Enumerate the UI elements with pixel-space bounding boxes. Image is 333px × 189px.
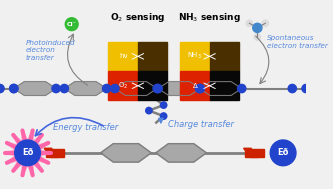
Circle shape [60,84,69,93]
Text: O$_2$: O$_2$ [118,81,128,91]
Circle shape [154,84,162,93]
Bar [138,71,167,101]
Polygon shape [243,148,258,157]
Circle shape [146,107,152,114]
Circle shape [103,84,111,93]
Circle shape [52,84,60,93]
Bar [180,71,209,101]
Polygon shape [101,144,151,162]
Circle shape [196,84,204,93]
Bar [245,149,264,156]
Polygon shape [5,130,51,175]
Circle shape [262,20,268,26]
Polygon shape [64,82,107,95]
Polygon shape [156,144,206,162]
Polygon shape [44,148,59,157]
Polygon shape [115,82,157,95]
Text: Cl⁻: Cl⁻ [67,22,77,27]
Text: Photoinduced
electron
transfer: Photoinduced electron transfer [26,40,75,61]
Circle shape [15,140,40,166]
Circle shape [253,23,262,33]
Bar [46,149,64,156]
Text: hν: hν [119,53,127,59]
Text: NH$_3$: NH$_3$ [187,51,202,61]
Bar [109,71,138,101]
Circle shape [111,84,119,93]
Circle shape [195,84,203,93]
Bar [138,42,167,71]
Circle shape [270,140,296,166]
Bar [209,71,239,101]
Text: Eð: Eð [22,148,33,157]
Polygon shape [14,82,56,95]
Text: Eð: Eð [277,148,289,157]
Circle shape [302,84,310,93]
Polygon shape [199,82,242,95]
Text: Charge transfer: Charge transfer [168,120,234,129]
Circle shape [10,84,18,93]
Text: Spontaneous
electron transfer: Spontaneous electron transfer [266,35,327,49]
Circle shape [288,84,296,93]
Text: O$_2$ sensing: O$_2$ sensing [110,11,166,24]
Circle shape [161,113,167,119]
Bar [109,42,138,71]
Bar [209,42,239,71]
Circle shape [0,84,4,93]
Circle shape [246,20,253,26]
Text: NH$_3$ sensing: NH$_3$ sensing [178,11,241,24]
Circle shape [161,102,167,108]
Circle shape [153,84,161,93]
Circle shape [237,84,246,93]
Polygon shape [158,82,200,95]
Circle shape [65,18,78,31]
Circle shape [254,34,260,40]
Text: Energy transfer: Energy transfer [53,122,119,132]
Bar [180,42,209,71]
Circle shape [10,84,18,93]
Text: Δ: Δ [192,83,197,89]
